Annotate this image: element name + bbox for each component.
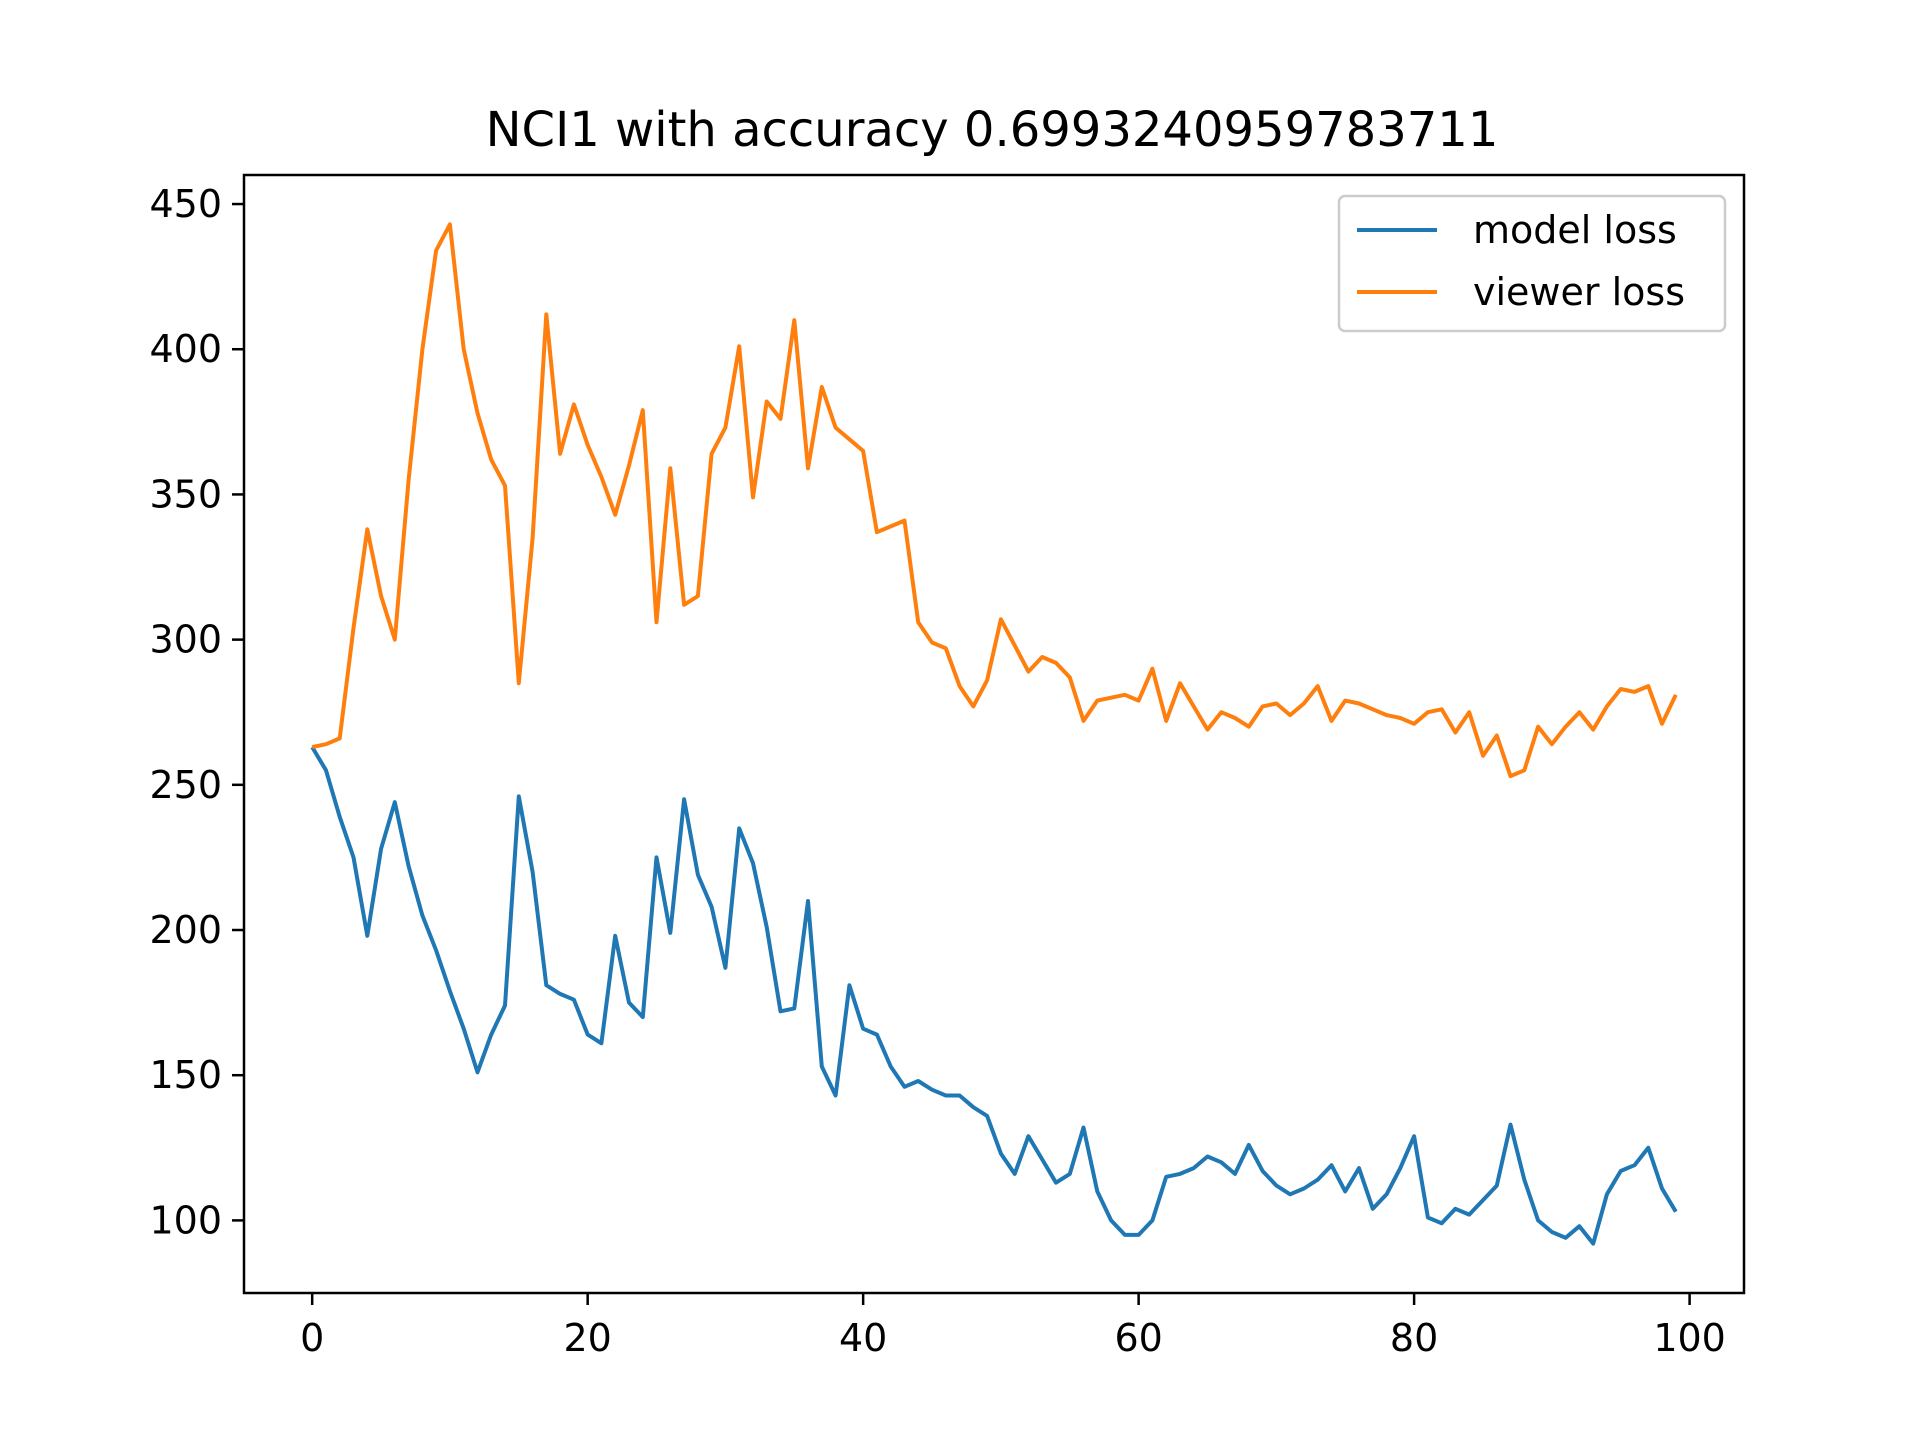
x-tick-label: 60	[1114, 1316, 1162, 1360]
series-line-model-loss	[310, 746, 1678, 1246]
y-tick-label: 450	[149, 182, 222, 226]
x-tick-label: 40	[839, 1316, 887, 1360]
x-tick-label: 20	[563, 1316, 611, 1360]
series-line-viewer-loss	[311, 222, 1678, 779]
legend-label: viewer loss	[1473, 270, 1685, 314]
y-tick-label: 150	[149, 1053, 222, 1097]
y-tick-label: 350	[149, 472, 222, 516]
y-tick-label: 250	[149, 763, 222, 807]
y-axis: 100 150 200 250 300 350 400 450	[149, 182, 244, 1242]
x-tick-label: 0	[300, 1316, 324, 1360]
legend-label: model loss	[1473, 208, 1677, 252]
y-tick-label: 400	[149, 327, 222, 371]
y-tick-label: 200	[149, 908, 222, 952]
y-tick-label: 100	[149, 1198, 222, 1242]
x-axis: 0 20 40 60 80 100	[300, 1293, 1726, 1360]
legend: model loss viewer loss	[1337, 194, 1727, 333]
plot-area	[310, 222, 1678, 1246]
x-tick-label: 80	[1390, 1316, 1438, 1360]
axes-frame	[242, 173, 1746, 1295]
chart-title: NCI1 with accuracy 0.6993240959783711	[486, 102, 1499, 158]
x-tick-label: 100	[1653, 1316, 1726, 1360]
y-tick-label: 300	[149, 618, 222, 662]
